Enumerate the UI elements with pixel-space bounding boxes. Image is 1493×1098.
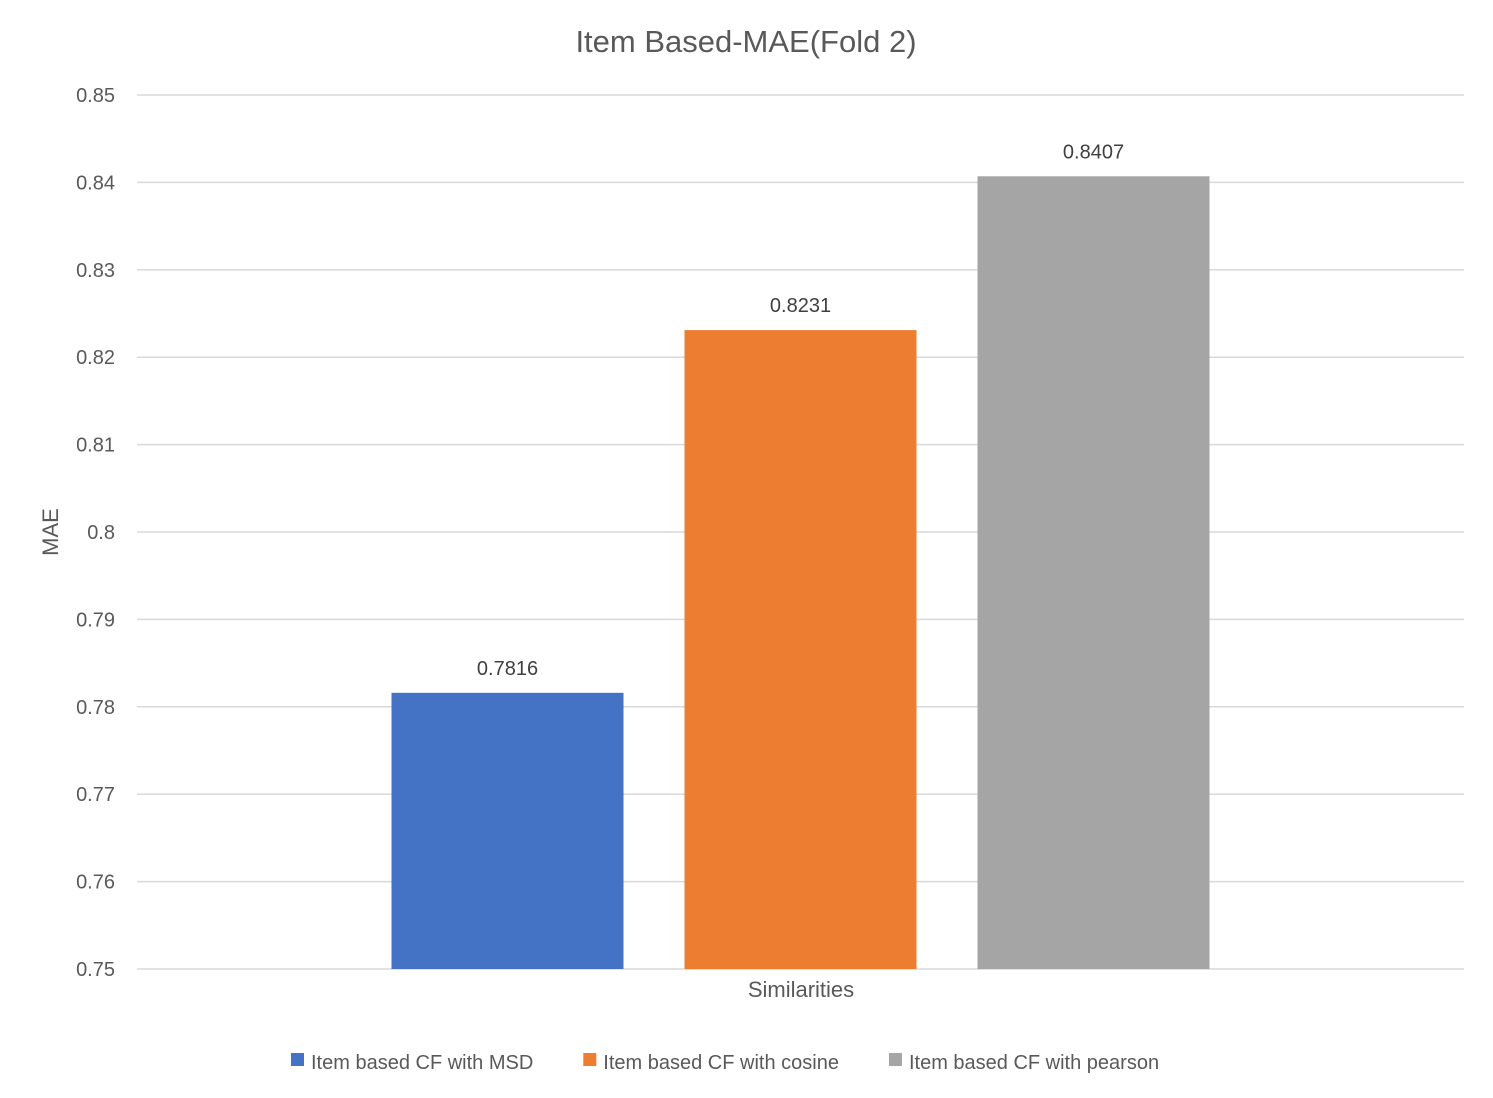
chart-title: Item Based-MAE(Fold 2) bbox=[575, 24, 916, 59]
data-label: 0.8231 bbox=[770, 295, 831, 317]
legend: Item based CF with MSD Item based CF with… bbox=[291, 1052, 1159, 1074]
y-tick-label: 0.84 bbox=[76, 172, 115, 194]
legend-item: Item based CF with MSD bbox=[291, 1052, 533, 1074]
bar bbox=[391, 692, 624, 969]
legend-item: Item based CF with cosine bbox=[583, 1052, 839, 1074]
y-tick-label: 0.85 bbox=[76, 85, 115, 107]
y-tick-label: 0.78 bbox=[76, 697, 115, 719]
bar bbox=[977, 176, 1210, 970]
y-axis-label: MAE bbox=[38, 508, 63, 556]
y-tick-label: 0.81 bbox=[76, 435, 115, 457]
data-label: 0.7816 bbox=[477, 658, 538, 680]
bar bbox=[684, 330, 917, 970]
legend-label: Item based CF with cosine bbox=[603, 1052, 839, 1074]
data-label: 0.8407 bbox=[1063, 141, 1124, 163]
legend-label: Item based CF with MSD bbox=[311, 1052, 533, 1074]
legend-item: Item based CF with pearson bbox=[888, 1052, 1159, 1074]
data-labels: 0.7816 0.8231 0.8407 bbox=[477, 141, 1124, 680]
bars bbox=[391, 176, 1210, 970]
y-tick-label: 0.83 bbox=[76, 260, 115, 282]
legend-swatch bbox=[583, 1053, 597, 1066]
y-tick-label: 0.77 bbox=[76, 784, 115, 806]
y-tick-label: 0.82 bbox=[76, 347, 115, 369]
y-tick-label: 0.76 bbox=[76, 872, 115, 894]
legend-swatch bbox=[888, 1053, 902, 1066]
legend-label: Item based CF with pearson bbox=[909, 1052, 1159, 1074]
y-axis-ticks: 0.75 0.76 0.77 0.78 0.79 0.8 0.81 0.82 0.83 0.84 0… bbox=[76, 85, 115, 981]
y-tick-label: 0.8 bbox=[87, 522, 115, 544]
y-tick-label: 0.79 bbox=[76, 609, 115, 631]
y-tick-label: 0.75 bbox=[76, 959, 115, 981]
legend-swatch bbox=[291, 1053, 304, 1066]
x-axis-label: Similarities bbox=[748, 977, 854, 1002]
